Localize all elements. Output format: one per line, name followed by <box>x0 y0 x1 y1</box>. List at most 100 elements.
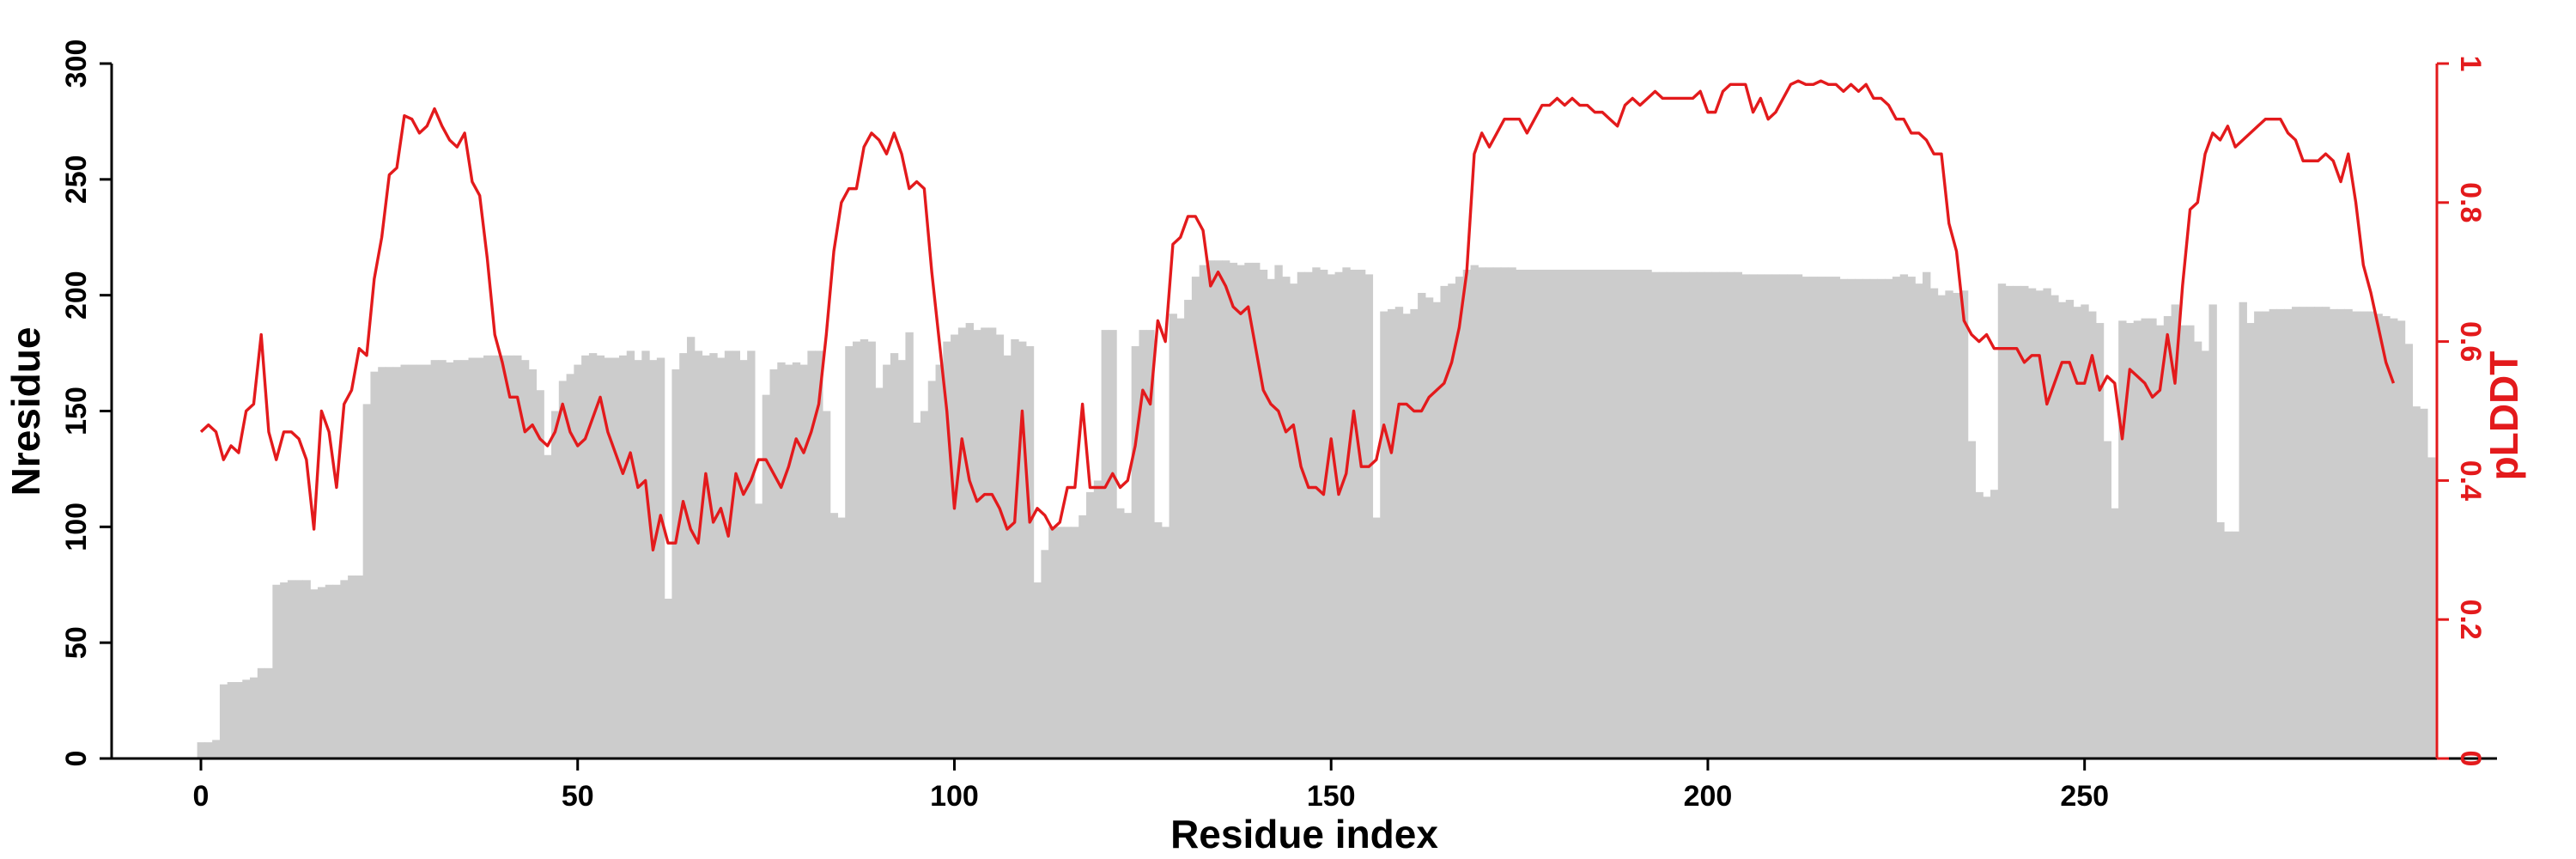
bar <box>664 598 673 758</box>
bar <box>2103 441 2111 758</box>
bar <box>829 513 839 758</box>
y-left-tick-label: 50 <box>60 626 93 659</box>
bar <box>2382 315 2391 758</box>
bar <box>987 327 997 758</box>
bar <box>1787 274 1795 758</box>
bar <box>1018 341 1027 758</box>
bar <box>551 411 560 758</box>
bar <box>400 364 409 758</box>
bar <box>2095 323 2105 758</box>
x-axis-title: Residue index <box>1170 812 1438 856</box>
bar <box>287 580 296 758</box>
bar <box>1380 311 1388 758</box>
bar <box>2314 307 2323 758</box>
y-right-tick-label: 0.6 <box>2454 321 2487 362</box>
bar <box>1832 277 1841 759</box>
bar <box>2163 315 2172 758</box>
bar <box>1711 271 1720 758</box>
bar <box>1304 271 1313 758</box>
bar <box>1576 270 1584 758</box>
bar <box>2005 285 2014 758</box>
bar <box>1560 270 1570 758</box>
bar <box>1274 265 1283 758</box>
bar <box>1485 267 1494 758</box>
bar <box>1530 270 1540 758</box>
bar <box>1522 270 1532 758</box>
bar <box>1455 277 1464 759</box>
bar <box>2420 408 2428 758</box>
bar <box>1146 330 1155 758</box>
bar <box>1214 260 1223 759</box>
bar <box>1975 491 1984 758</box>
bar <box>2336 308 2346 759</box>
bar <box>2171 304 2179 758</box>
bar <box>370 371 379 758</box>
bar <box>1945 290 1953 758</box>
bar <box>1613 270 1622 758</box>
bar <box>890 353 899 758</box>
y-right-tick-label: 0.4 <box>2454 460 2487 501</box>
bar <box>1101 330 1109 758</box>
bar <box>995 334 1005 758</box>
bar <box>2186 325 2195 758</box>
bar <box>1734 271 1743 758</box>
bar <box>1628 270 1637 758</box>
bar <box>2065 300 2075 758</box>
bar <box>1492 267 1502 758</box>
bar <box>671 369 680 758</box>
bar <box>927 381 937 758</box>
bar <box>2208 304 2217 758</box>
bar <box>362 404 372 758</box>
bar <box>2412 406 2421 758</box>
bar <box>1847 278 1856 758</box>
bar <box>717 357 726 758</box>
bar <box>981 327 989 758</box>
bar <box>1236 265 1245 758</box>
bar <box>1892 277 1901 759</box>
bar <box>1402 314 1411 758</box>
bar <box>2118 320 2127 758</box>
bar <box>1877 278 1886 758</box>
bar <box>1937 295 1946 758</box>
bar <box>1666 271 1675 758</box>
bar <box>1342 267 1351 758</box>
bar <box>2125 323 2135 758</box>
bar <box>272 584 281 758</box>
bar <box>656 357 665 758</box>
bar <box>310 589 319 758</box>
bar <box>2035 290 2044 758</box>
bar <box>611 357 620 758</box>
y-left-tick-label: 0 <box>60 751 93 767</box>
bar <box>777 362 786 758</box>
bar <box>581 355 590 758</box>
bar <box>2366 311 2376 758</box>
bar <box>430 360 439 758</box>
bar <box>1516 270 1524 758</box>
bar <box>2088 311 2097 758</box>
bar <box>1915 283 1923 758</box>
bar <box>1869 278 1878 758</box>
bar <box>709 353 718 758</box>
bar <box>2261 311 2270 758</box>
bar <box>1568 270 1577 758</box>
bar <box>2329 308 2338 759</box>
bar <box>1093 480 1103 758</box>
bar <box>2043 288 2051 759</box>
bar <box>920 411 929 758</box>
bar <box>799 364 808 758</box>
bar <box>1055 527 1065 758</box>
bar <box>807 350 816 758</box>
bar <box>204 742 213 758</box>
bar <box>2216 521 2225 758</box>
bar <box>2148 318 2157 758</box>
bar <box>1598 270 1607 758</box>
bar <box>935 364 944 758</box>
bar <box>1606 270 1614 758</box>
y-left-tick-label: 250 <box>60 155 93 204</box>
bar <box>1048 527 1057 758</box>
bar <box>2284 308 2293 759</box>
bar <box>1997 283 2007 758</box>
bar <box>1674 271 1682 758</box>
bar <box>1357 270 1366 758</box>
x-tick-label: 250 <box>2060 780 2109 813</box>
